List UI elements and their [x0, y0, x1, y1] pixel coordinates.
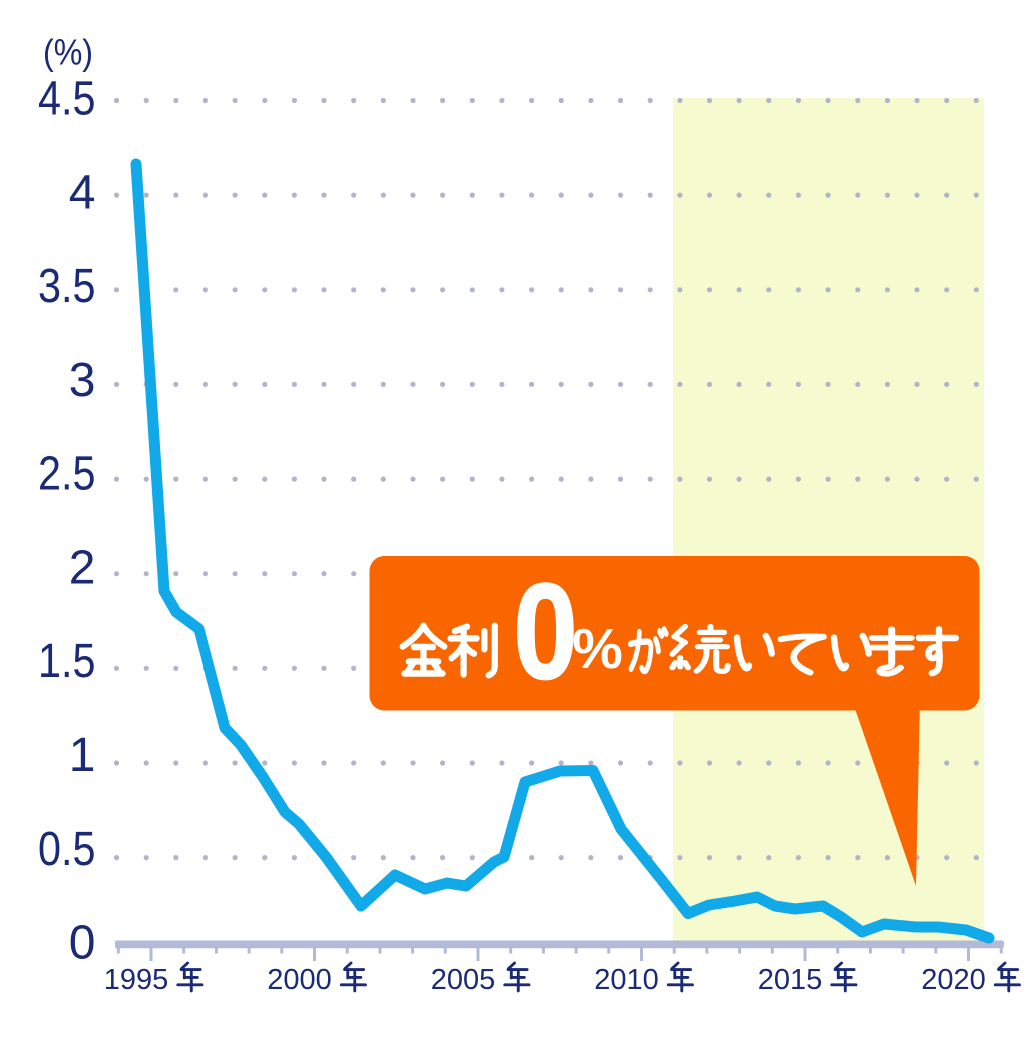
svg-text:1995: 1995	[104, 964, 169, 996]
svg-text:2.5: 2.5	[38, 448, 96, 501]
svg-text:2010: 2010	[594, 964, 659, 996]
svg-text:0.5: 0.5	[38, 823, 96, 876]
svg-text:3: 3	[69, 354, 96, 407]
svg-text:1.5: 1.5	[38, 635, 96, 688]
svg-text:0: 0	[513, 555, 577, 707]
svg-text:2000: 2000	[267, 964, 332, 996]
svg-text:3.5: 3.5	[38, 260, 96, 313]
svg-text:(%): (%)	[43, 32, 93, 73]
svg-text:4: 4	[69, 166, 96, 219]
svg-text:2005: 2005	[431, 964, 496, 996]
svg-text:4.5: 4.5	[38, 73, 96, 126]
svg-text:2: 2	[69, 541, 96, 594]
svg-text:1: 1	[69, 729, 96, 782]
svg-text:0: 0	[69, 917, 96, 970]
svg-text:%: %	[572, 617, 623, 681]
svg-text:2015: 2015	[758, 964, 823, 996]
svg-text:2020: 2020	[921, 964, 986, 996]
